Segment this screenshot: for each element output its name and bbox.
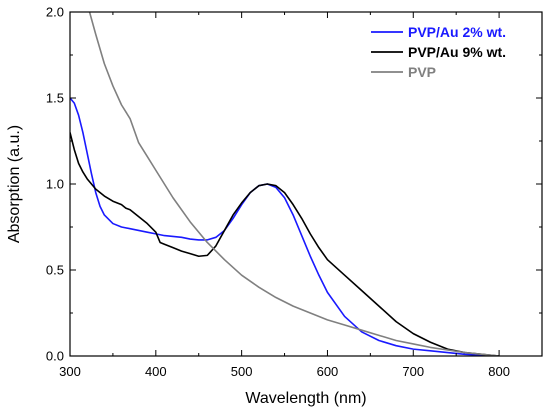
y-tick-label: 2.0 bbox=[46, 5, 64, 20]
legend: PVP/Au 2% wt. PVP/Au 9% wt. PVP bbox=[371, 24, 506, 80]
x-tick-label: 300 bbox=[59, 364, 81, 379]
legend-label-1: PVP/Au 9% wt. bbox=[408, 44, 506, 60]
y-tick-label: 1.5 bbox=[46, 91, 64, 106]
x-tick-label: 800 bbox=[488, 364, 510, 379]
plot-frame bbox=[69, 11, 543, 357]
x-tick-label: 500 bbox=[231, 364, 253, 379]
x-tick-label: 700 bbox=[402, 364, 424, 379]
legend-label-2: PVP bbox=[408, 64, 436, 80]
y-axis-title: Absorption (a.u.) bbox=[6, 125, 23, 243]
series-line-1 bbox=[70, 132, 500, 356]
series-group bbox=[70, 12, 500, 356]
legend-label-0: PVP/Au 2% wt. bbox=[408, 24, 506, 40]
y-tick-label: 0.5 bbox=[46, 263, 64, 278]
series-line-2 bbox=[88, 12, 500, 356]
series-line-0 bbox=[70, 97, 500, 356]
x-axis-title: Wavelength (nm) bbox=[245, 390, 366, 407]
x-tick-label: 400 bbox=[145, 364, 167, 379]
y-tick-label: 1.0 bbox=[46, 177, 64, 192]
x-tick-label: 600 bbox=[317, 364, 339, 379]
y-tick-label: 0.0 bbox=[46, 349, 64, 364]
